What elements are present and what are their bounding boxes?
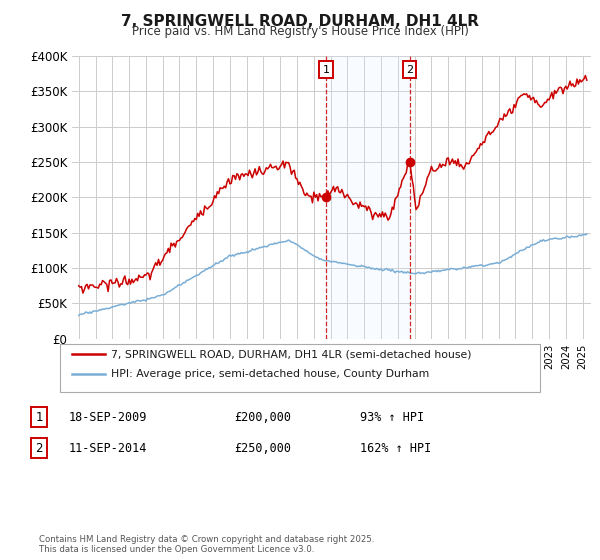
Text: £250,000: £250,000 (234, 441, 291, 455)
Text: Contains HM Land Registry data © Crown copyright and database right 2025.
This d: Contains HM Land Registry data © Crown c… (39, 535, 374, 554)
Text: Price paid vs. HM Land Registry's House Price Index (HPI): Price paid vs. HM Land Registry's House … (131, 25, 469, 38)
Text: £200,000: £200,000 (234, 410, 291, 424)
Text: 93% ↑ HPI: 93% ↑ HPI (360, 410, 424, 424)
Text: 2: 2 (406, 64, 413, 74)
Text: 162% ↑ HPI: 162% ↑ HPI (360, 441, 431, 455)
Text: 7, SPRINGWELL ROAD, DURHAM, DH1 4LR: 7, SPRINGWELL ROAD, DURHAM, DH1 4LR (121, 14, 479, 29)
Bar (326, 56, 410, 339)
Text: HPI: Average price, semi-detached house, County Durham: HPI: Average price, semi-detached house,… (111, 369, 429, 379)
Text: 7, SPRINGWELL ROAD, DURHAM, DH1 4LR (semi-detached house): 7, SPRINGWELL ROAD, DURHAM, DH1 4LR (sem… (111, 349, 472, 359)
Text: 18-SEP-2009: 18-SEP-2009 (69, 410, 148, 424)
Text: 2: 2 (35, 441, 43, 455)
Text: 11-SEP-2014: 11-SEP-2014 (69, 441, 148, 455)
Text: 1: 1 (322, 64, 329, 74)
Text: 1: 1 (35, 410, 43, 424)
